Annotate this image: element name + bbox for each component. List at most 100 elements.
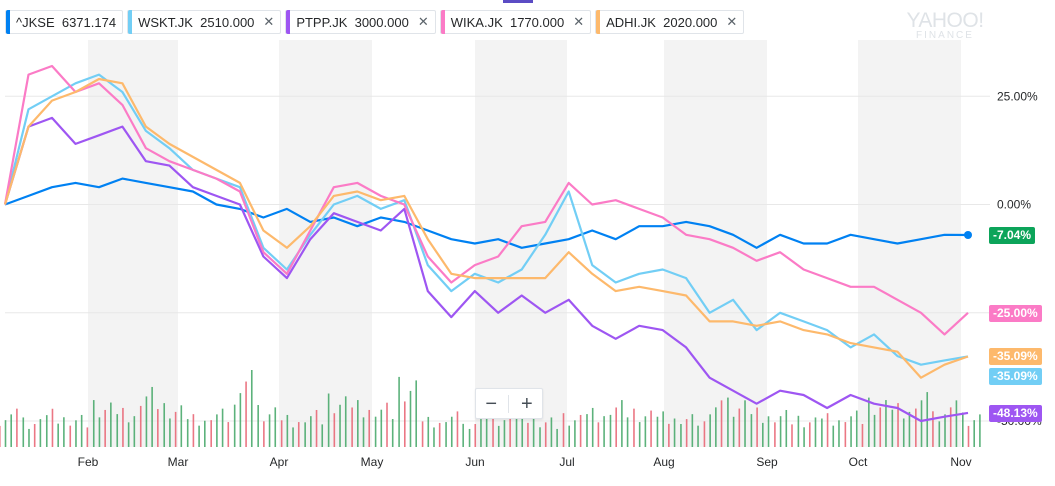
legend-chip[interactable]: ^JKSE 6371.174 <box>5 10 124 34</box>
volume-bar <box>691 414 694 447</box>
volume-bar <box>421 421 424 447</box>
volume-bar <box>603 416 605 447</box>
volume-bar <box>621 400 623 447</box>
volume-bar <box>568 425 571 447</box>
volume-bar <box>821 418 823 447</box>
volume-bar <box>949 407 952 447</box>
volume-bar <box>797 415 800 447</box>
remove-comparison-icon[interactable]: ✕ <box>263 14 275 29</box>
volume-bar <box>885 400 887 447</box>
volume-bar <box>544 422 547 447</box>
last-point-marker <box>964 231 972 240</box>
volume-bar <box>680 424 682 447</box>
volume-bar <box>297 422 300 447</box>
x-tick-label: Jul <box>559 455 574 469</box>
legend-chip[interactable]: WIKA.JK 1770.000 ✕ <box>439 10 592 34</box>
volume-bar <box>163 403 166 447</box>
volume-bar <box>767 416 770 447</box>
volume-bar <box>850 416 852 447</box>
remove-comparison-icon[interactable]: ✕ <box>417 14 429 29</box>
month-band <box>279 40 372 447</box>
y-tick-label: 25.00% <box>997 89 1038 103</box>
volume-bar <box>110 402 112 447</box>
volume-bar <box>174 411 177 447</box>
legend-color-swatch <box>128 10 133 34</box>
remove-comparison-icon[interactable]: ✕ <box>726 14 738 29</box>
volume-bar <box>374 416 377 447</box>
volume-bar <box>433 427 435 447</box>
watermark-logo-text: YAHOO! <box>906 9 984 32</box>
volume-bar <box>932 411 934 447</box>
volume-bar <box>198 425 200 447</box>
volume-bar <box>380 409 383 447</box>
volume-bar <box>497 425 500 447</box>
volume-bar <box>22 417 25 447</box>
volume-bar <box>703 421 706 447</box>
volume-bar <box>562 413 565 447</box>
volume-bar <box>738 408 741 447</box>
volume-bar <box>521 407 524 447</box>
volume-bar <box>908 411 911 447</box>
x-tick-label: May <box>361 455 384 469</box>
series-line-adhi-jk <box>3 77 969 379</box>
volume-bar <box>591 407 594 447</box>
volume-bar <box>45 415 48 447</box>
volume-bar <box>368 409 371 447</box>
month-band <box>664 40 767 447</box>
volume-bar <box>480 419 482 447</box>
legend-symbol-label: PTPP.JK 3000.000 <box>296 14 409 30</box>
month-band <box>858 40 961 447</box>
x-tick-label: Mar <box>168 455 189 469</box>
volume-bar <box>438 422 441 447</box>
volume-bar <box>304 422 306 447</box>
volume-bar <box>897 403 899 447</box>
volume-bar <box>556 428 558 447</box>
volume-bar <box>539 427 541 447</box>
volume-bar <box>292 427 294 447</box>
legend-symbol-label: WIKA.JK 1770.000 <box>450 14 565 30</box>
volume-bar <box>403 401 406 447</box>
volume-bar <box>791 424 793 447</box>
zoom-in-button[interactable]: + <box>520 392 533 415</box>
volume-bar <box>633 408 635 447</box>
legend-chip[interactable]: ADHI.JK 2020.000 ✕ <box>595 10 745 34</box>
zoom-out-button[interactable]: − <box>485 392 497 415</box>
legend-chip[interactable]: PTPP.JK 3000.000 ✕ <box>285 10 436 34</box>
volume-bar <box>0 425 1 447</box>
volume-bar <box>344 396 347 447</box>
volume-bar <box>579 414 582 447</box>
x-axis-ticks: Feb Mar Apr May Jun Jul Aug Sep Oct Nov <box>78 455 972 469</box>
volume-bar <box>920 400 923 447</box>
volume-bar <box>274 407 277 447</box>
volume-bar <box>803 427 805 447</box>
volume-bar <box>415 380 417 447</box>
legend-chip[interactable]: WSKT.JK 2510.000 ✕ <box>127 10 282 34</box>
volume-bar <box>855 410 858 447</box>
volume-bar <box>456 411 459 447</box>
volume-bar <box>938 421 941 447</box>
x-tick-label: Jun <box>465 455 484 469</box>
legend-color-swatch <box>6 10 10 34</box>
y-tick-label: 0.00% <box>997 198 1031 212</box>
legend-color-swatch <box>286 10 291 34</box>
volume-bar <box>685 419 688 447</box>
volume-bar <box>4 420 7 447</box>
last-value-badge: -7.04% <box>989 227 1036 244</box>
volume-bar <box>844 422 847 447</box>
volume-bar <box>474 424 477 447</box>
volume-bar <box>868 397 870 447</box>
volume-bar <box>832 425 835 447</box>
volume-bar <box>720 400 723 447</box>
series-line-wika-jk <box>3 64 969 336</box>
volume-bar <box>515 414 518 447</box>
x-tick-label: Feb <box>78 455 99 469</box>
volume-bar <box>450 416 453 447</box>
volume-bar <box>656 416 659 447</box>
volume-bar <box>673 418 676 447</box>
month-band <box>475 40 567 447</box>
remove-comparison-icon[interactable]: ✕ <box>573 14 585 29</box>
volume-bar <box>239 393 242 447</box>
volume-bar <box>286 414 289 447</box>
volume-bar <box>762 422 764 447</box>
